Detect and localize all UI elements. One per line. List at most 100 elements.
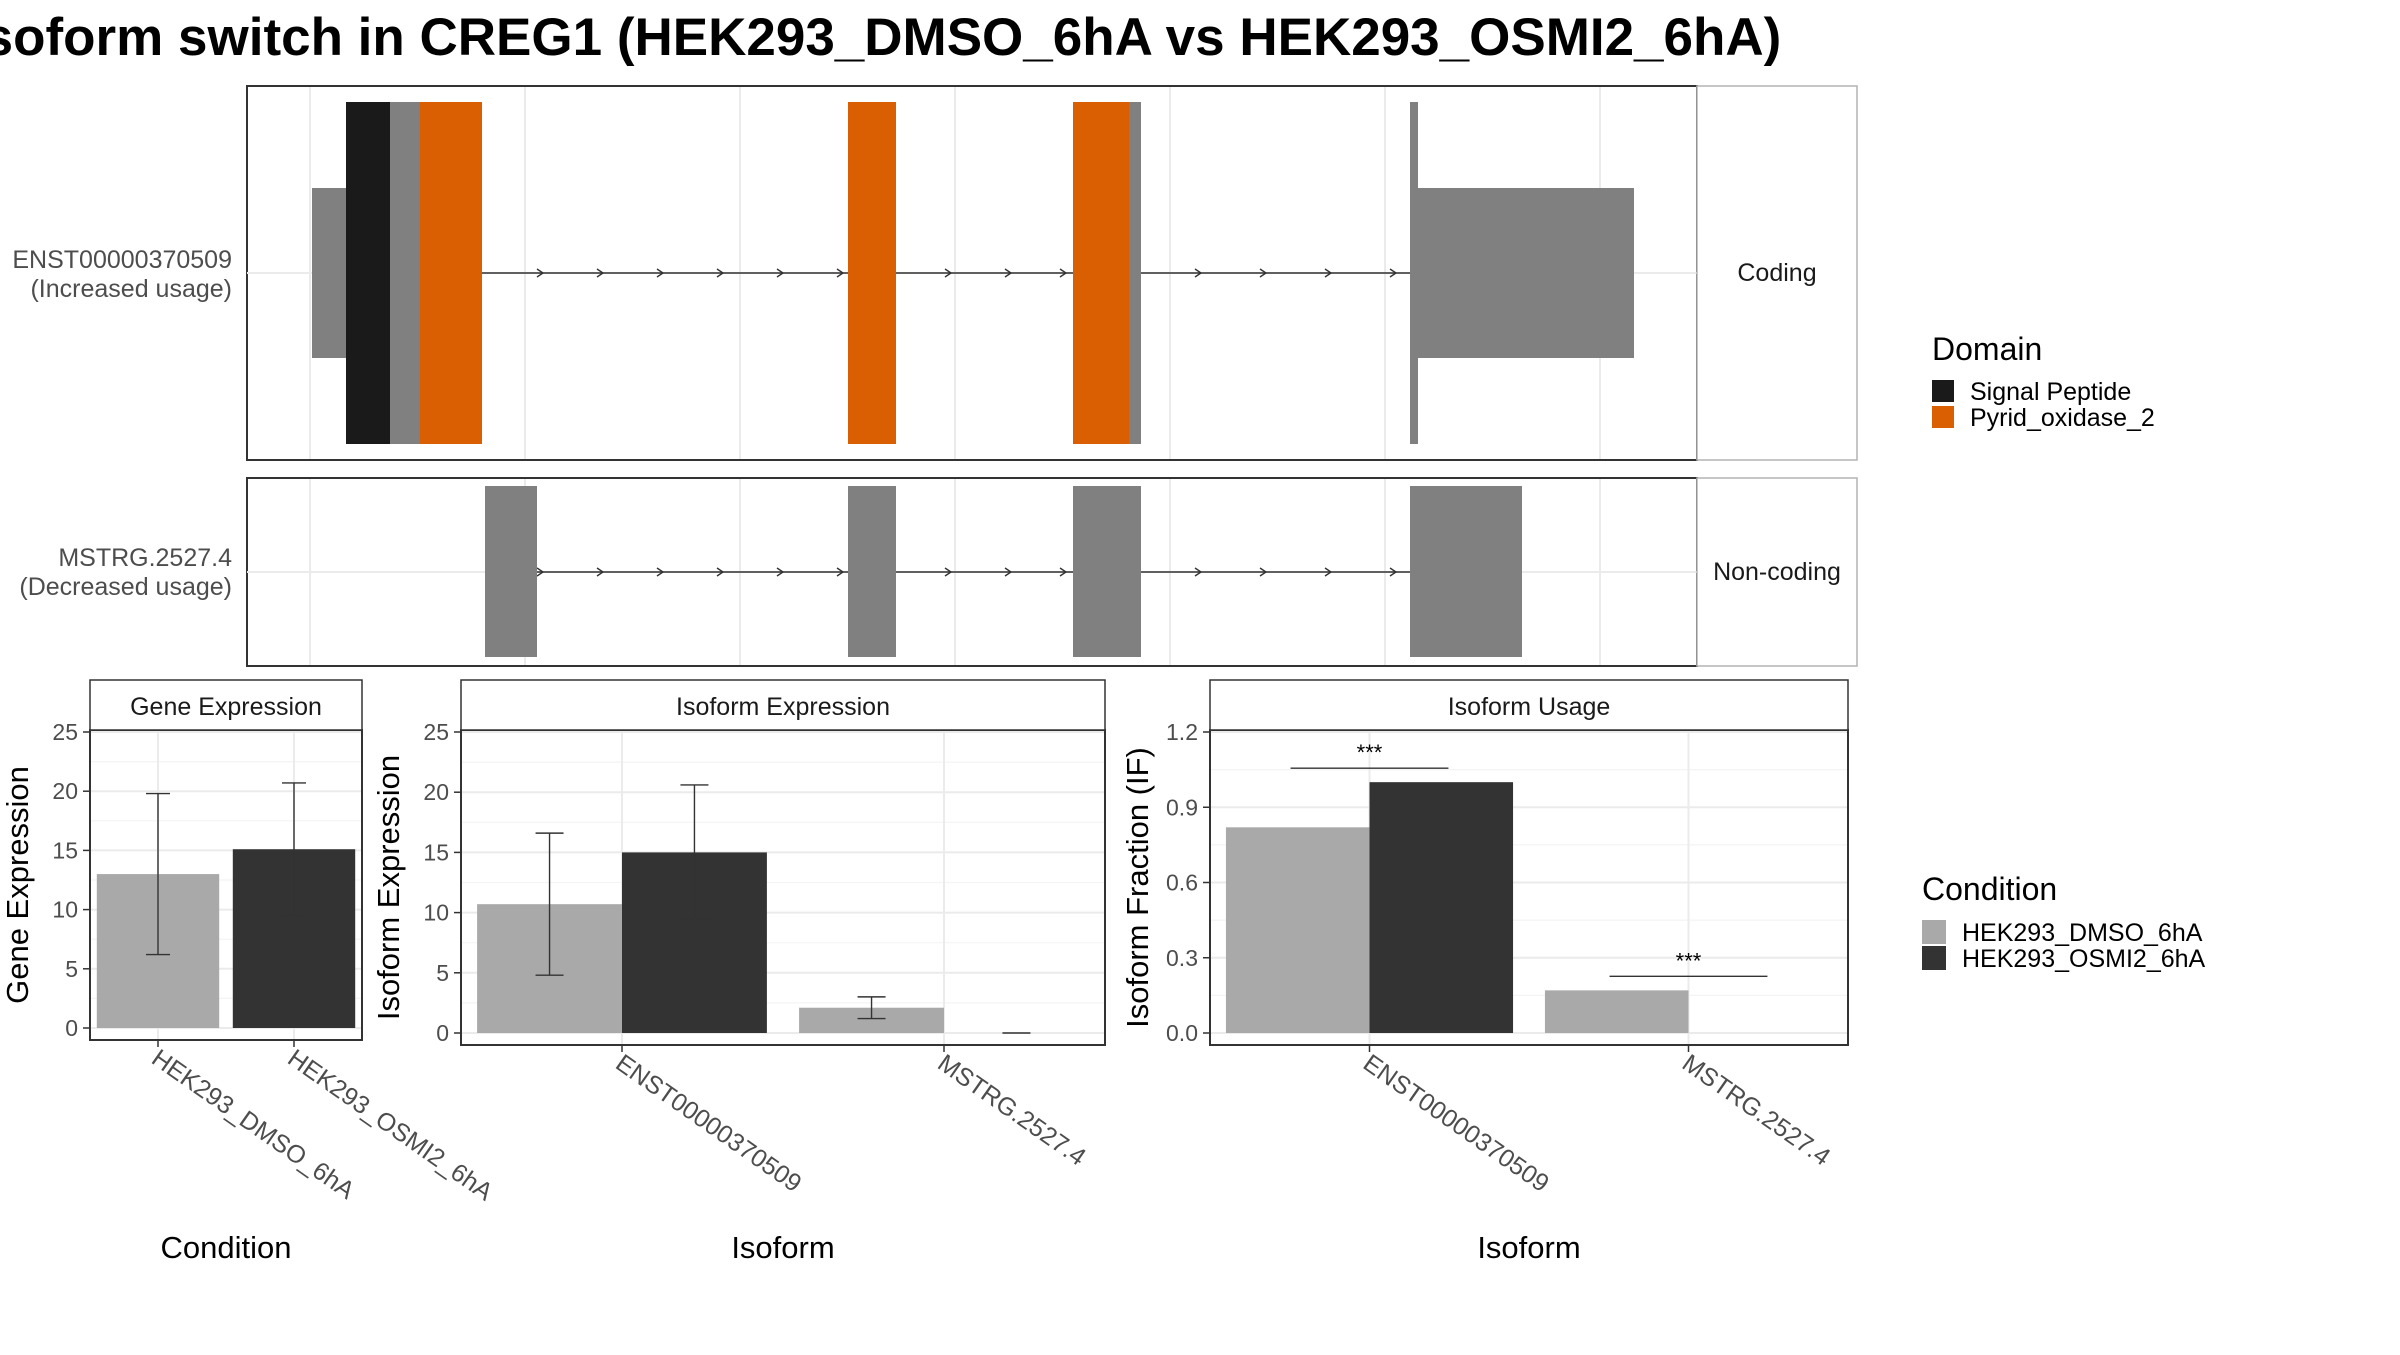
y-tick-label: 0.3	[1166, 945, 1198, 971]
y-tick-label: 20	[52, 778, 78, 804]
exon-pyrid-oxidase	[1073, 102, 1129, 444]
intron-arrow	[944, 268, 953, 278]
bar	[1544, 990, 1689, 1033]
intron-arrow	[656, 567, 665, 577]
transcript-label-usage: (Increased usage)	[30, 275, 232, 303]
x-tick-label: MSTRG.2527.4	[933, 1049, 1091, 1172]
exon-utr	[312, 188, 346, 358]
transcript-panel-noncoding: Non-coding MSTRG.2527.4 (Decreased usage…	[19, 477, 1858, 667]
legend-label-signal-peptide: Signal Peptide	[1970, 378, 2131, 406]
y-tick-label: 15	[423, 839, 449, 865]
transcript-label-usage: (Decreased usage)	[19, 573, 232, 601]
facet-title: Gene Expression	[130, 693, 322, 721]
y-tick-label: 1.2	[1166, 719, 1198, 745]
y-tick-label: 10	[52, 897, 78, 923]
transcript-strip	[1696, 477, 1858, 667]
intron-arrow	[1004, 567, 1013, 577]
bar	[1225, 827, 1370, 1033]
figure-title: The isoform switch in CREG1 (HEK293_DMSO…	[0, 8, 1781, 67]
intron-arrows	[536, 268, 1398, 278]
intron-arrow	[536, 268, 545, 278]
intron-arrow	[1194, 268, 1203, 278]
exon-cds	[1410, 102, 1418, 444]
x-tick-label: ENST00000370509	[1358, 1049, 1554, 1198]
chart-panel: 0.0 0.3 0.6 0.9 1.2 *** *** Isoform Usage ENST00…	[1120, 679, 1849, 1265]
transcript-label-id: MSTRG.2527.4	[58, 544, 232, 572]
y-tick-label: 5	[436, 960, 449, 986]
facet-strip	[460, 679, 1106, 731]
legend-key-dmso	[1922, 920, 1946, 944]
exon-cds	[390, 102, 420, 444]
exon-pyrid-oxidase	[420, 102, 482, 444]
y-tick-label: 25	[423, 719, 449, 745]
intron-arrow	[1324, 567, 1333, 577]
facet-strip	[1209, 679, 1849, 731]
intron-arrow	[776, 567, 785, 577]
intron-arrow	[1059, 268, 1068, 278]
intron-arrow	[776, 268, 785, 278]
bar	[1369, 782, 1514, 1033]
significance-label: ***	[1357, 740, 1383, 765]
exon-utr	[1418, 188, 1634, 358]
y-tick-label: 25	[52, 719, 78, 745]
exon-signal-peptide	[346, 102, 390, 444]
intron-arrow	[716, 268, 725, 278]
legend-label-osmi2: HEK293_OSMI2_6hA	[1962, 945, 2206, 973]
legend-key-signal-peptide	[1932, 380, 1954, 402]
exon	[1410, 486, 1522, 657]
y-axis-label: Gene Expression	[0, 766, 35, 1004]
intron-arrow	[596, 567, 605, 577]
intron-arrow	[536, 567, 545, 577]
y-tick-label: 0	[436, 1020, 449, 1046]
transcript-panel-coding: Coding ENST00000370509 (Increased usage)	[12, 85, 1858, 461]
intron-arrow	[1324, 268, 1333, 278]
domain-legend: Domain Signal Peptide Pyrid_oxidase_2	[1932, 331, 2155, 432]
transcript-strip-label: Coding	[1737, 259, 1816, 287]
intron-arrow	[836, 567, 845, 577]
intron-arrow	[1259, 268, 1268, 278]
exon	[848, 486, 896, 657]
exon	[1073, 486, 1141, 657]
intron-arrow	[1059, 567, 1068, 577]
exon	[485, 486, 537, 657]
y-tick-label: 10	[423, 900, 449, 926]
x-axis-label: Isoform	[1477, 1230, 1580, 1265]
transcript-label-id: ENST00000370509	[12, 246, 232, 274]
intron-arrow	[836, 268, 845, 278]
x-tick-label: ENST00000370509	[611, 1049, 807, 1198]
intron-arrow	[944, 567, 953, 577]
x-tick-label: MSTRG.2527.4	[1677, 1049, 1835, 1172]
legend-label-dmso: HEK293_DMSO_6hA	[1962, 919, 2203, 947]
exon-pyrid-oxidase	[848, 102, 896, 444]
legend-key-osmi2	[1922, 946, 1946, 970]
x-axis-label: Condition	[161, 1230, 292, 1265]
intron-arrow	[1004, 268, 1013, 278]
y-tick-label: 20	[423, 779, 449, 805]
y-axis-label: Isoform Expression	[371, 755, 406, 1020]
facet-strip	[89, 679, 363, 731]
intron-arrow	[1259, 567, 1268, 577]
intron-arrow	[1389, 567, 1398, 577]
facet-title: Isoform Usage	[1448, 693, 1611, 721]
x-axis-label: Isoform	[731, 1230, 834, 1265]
y-tick-label: 0	[65, 1015, 78, 1041]
y-axis-label: Isoform Fraction (IF)	[1120, 747, 1155, 1028]
significance-label: ***	[1676, 948, 1702, 973]
intron-arrow	[1389, 268, 1398, 278]
condition-legend-title: Condition	[1922, 871, 2057, 907]
y-tick-label: 5	[65, 956, 78, 982]
intron-arrow	[1194, 567, 1203, 577]
intron-arrow	[656, 268, 665, 278]
transcript-strip-label: Non-coding	[1713, 558, 1841, 586]
legend-key-pyrid-oxidase	[1932, 406, 1954, 428]
y-tick-label: 0.9	[1166, 794, 1198, 820]
transcript-strip	[1696, 85, 1858, 461]
legend-label-pyrid-oxidase: Pyrid_oxidase_2	[1970, 404, 2155, 432]
y-tick-label: 0.0	[1166, 1020, 1198, 1046]
y-tick-label: 15	[52, 837, 78, 863]
exon-cds	[1129, 102, 1141, 444]
